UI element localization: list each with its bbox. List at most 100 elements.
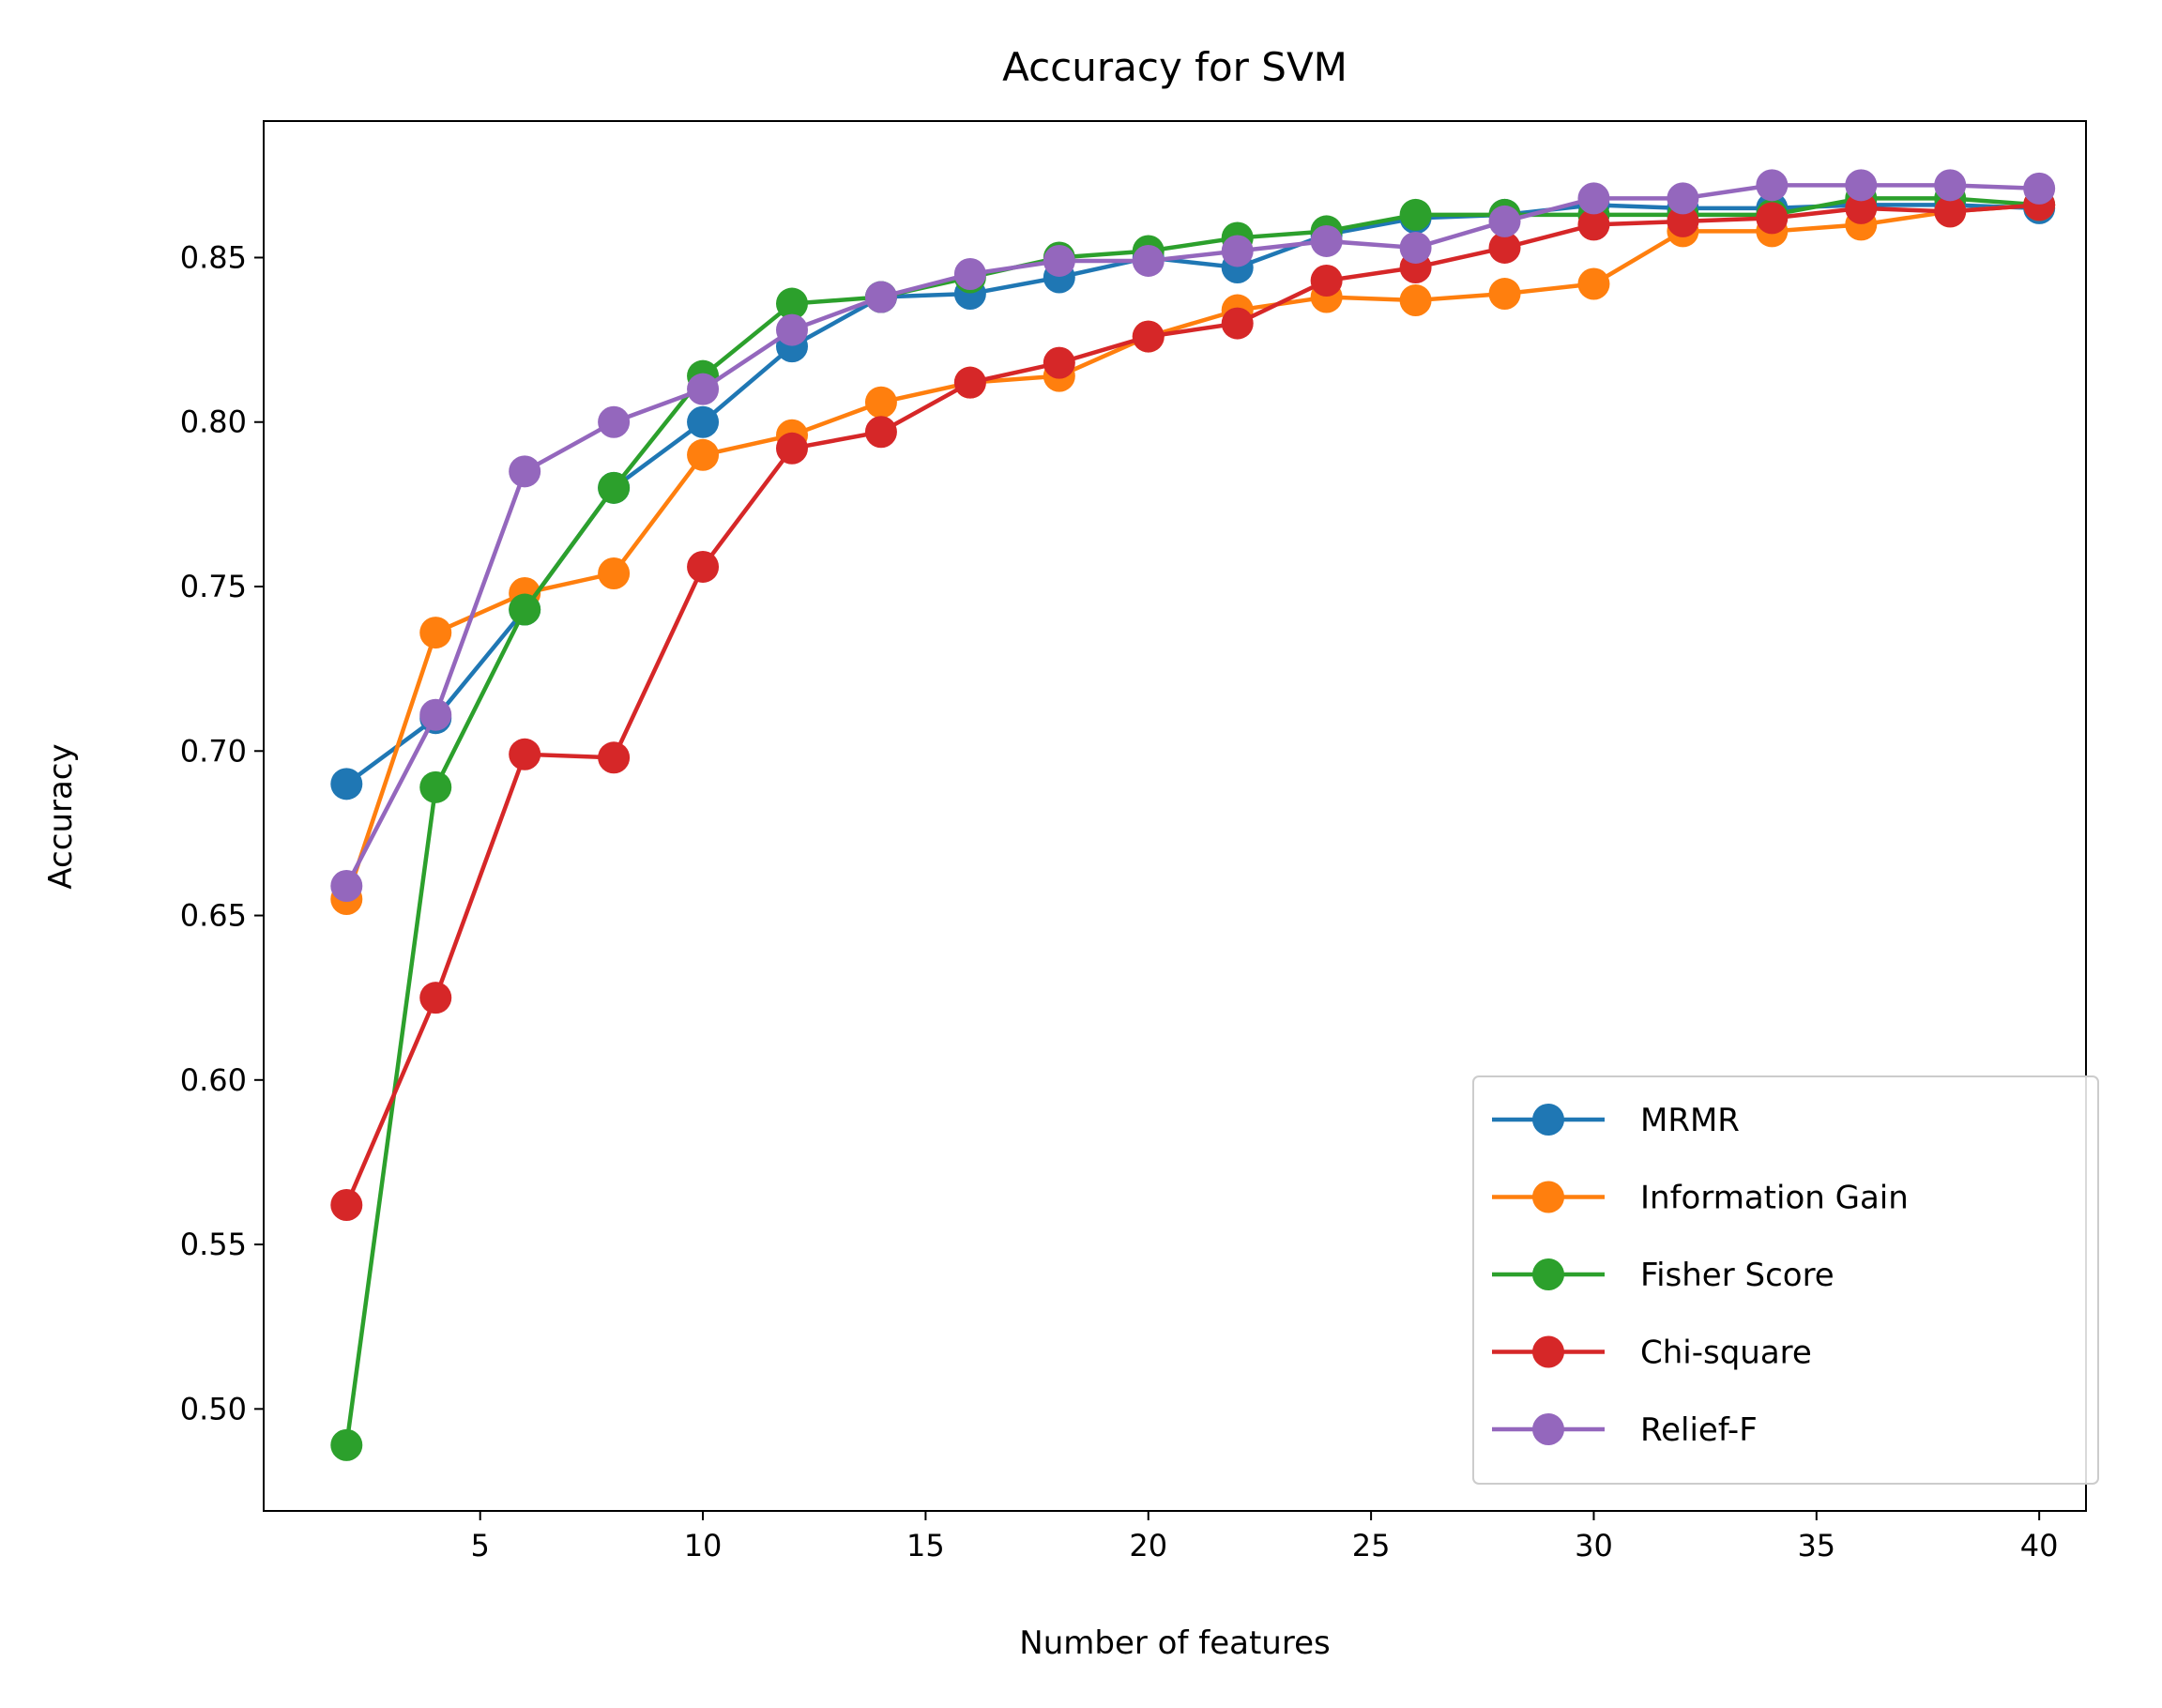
data-point	[1399, 231, 1432, 264]
x-tick-label: 25	[1352, 1528, 1391, 1563]
data-point	[1756, 202, 1789, 235]
legend-marker	[1532, 1258, 1564, 1290]
data-point	[687, 438, 720, 471]
legend-frame	[1472, 1075, 2099, 1485]
legend-marker	[1532, 1335, 1564, 1368]
data-point	[330, 869, 363, 902]
y-axis-label: Accuracy	[42, 743, 80, 889]
x-tick-label: 20	[1129, 1528, 1167, 1563]
data-point	[775, 432, 808, 465]
data-point	[419, 770, 452, 803]
data-point	[598, 741, 631, 774]
legend-marker	[1532, 1181, 1564, 1213]
x-axis-label: Number of features	[1019, 1624, 1330, 1662]
data-point	[509, 455, 541, 488]
x-tick-label: 30	[1575, 1528, 1613, 1563]
series-line	[344, 203, 2040, 900]
data-point	[1667, 205, 1699, 237]
y-tick-label: 0.55	[180, 1227, 247, 1262]
data-point	[1934, 169, 1967, 202]
data-point	[1845, 191, 1878, 224]
legend-marker	[1532, 1104, 1564, 1136]
data-point	[419, 982, 452, 1014]
data-point	[1845, 169, 1878, 202]
y-tick-label: 0.65	[180, 898, 247, 934]
data-point	[1310, 265, 1343, 297]
legend: MRMR Information Gain Fisher Score Chi-squa…	[1472, 1075, 2099, 1485]
data-point	[330, 768, 363, 801]
data-point	[1488, 231, 1521, 264]
x-axis: 5 10 15 20 25 30 35 40	[471, 1511, 2059, 1563]
data-point	[687, 373, 720, 405]
x-tick-label: 35	[1797, 1528, 1835, 1563]
data-point	[864, 281, 897, 313]
data-point	[864, 416, 897, 449]
series-chi-square	[330, 189, 2056, 1222]
data-point	[1577, 208, 1610, 241]
data-point	[1043, 346, 1075, 379]
data-point	[1221, 235, 1254, 267]
data-point	[1399, 284, 1432, 317]
data-point	[864, 386, 897, 419]
data-point	[1934, 195, 1967, 228]
legend-item: Chi-square	[1492, 1334, 1812, 1372]
data-point	[1310, 224, 1343, 257]
data-point	[419, 698, 452, 731]
series-information-gain	[330, 189, 2056, 916]
data-point	[598, 471, 631, 504]
data-point	[330, 1428, 363, 1461]
y-tick-label: 0.85	[180, 239, 247, 275]
data-point	[775, 313, 808, 346]
data-point	[1132, 320, 1165, 353]
data-point	[509, 738, 541, 770]
y-tick-label: 0.80	[180, 404, 247, 440]
series-line	[344, 203, 2040, 1206]
plot-area	[330, 169, 2056, 1461]
series-line	[344, 183, 2040, 888]
y-axis: 0.50 0.55 0.60 0.65 0.70 0.75 0.80 0.85	[180, 239, 264, 1426]
y-tick-label: 0.70	[180, 733, 247, 769]
legend-label: Fisher Score	[1640, 1257, 1835, 1294]
legend-label: MRMR	[1640, 1102, 1740, 1139]
legend-label: Relief-F	[1640, 1411, 1758, 1449]
data-point	[598, 557, 631, 589]
data-point	[598, 405, 631, 438]
data-point	[509, 593, 541, 626]
data-point	[1132, 244, 1165, 277]
data-point	[1577, 182, 1610, 215]
x-tick-label: 40	[2020, 1528, 2059, 1563]
y-tick-label: 0.50	[180, 1391, 247, 1426]
x-tick-label: 10	[684, 1528, 723, 1563]
legend-label: Chi-square	[1640, 1334, 1812, 1372]
data-point	[1221, 307, 1254, 340]
data-point	[419, 617, 452, 649]
y-tick-label: 0.60	[180, 1062, 247, 1098]
data-point	[1488, 205, 1521, 237]
chart-title: Accuracy for SVM	[1002, 44, 1347, 90]
legend-item: Fisher Score	[1492, 1257, 1835, 1294]
data-point	[2023, 172, 2056, 205]
data-point	[687, 550, 720, 583]
axes-frame	[263, 120, 2087, 1512]
legend-item: Relief-F	[1492, 1411, 1758, 1449]
legend-item: Information Gain	[1492, 1180, 1909, 1217]
legend-item: MRMR	[1492, 1102, 1740, 1139]
legend-marker	[1532, 1413, 1564, 1445]
data-point	[1667, 182, 1699, 215]
x-tick-label: 15	[906, 1528, 945, 1563]
legend-label: Information Gain	[1640, 1180, 1909, 1217]
data-point	[1043, 244, 1075, 277]
data-point	[330, 1189, 363, 1222]
data-point	[775, 287, 808, 320]
data-point	[687, 405, 720, 438]
data-point	[953, 366, 986, 399]
series-relief-f	[330, 169, 2056, 902]
y-tick-label: 0.75	[180, 569, 247, 604]
data-point	[1577, 267, 1610, 300]
data-point	[1399, 198, 1432, 231]
data-point	[1756, 169, 1789, 202]
series-mrmr	[330, 189, 2056, 801]
data-point	[1488, 278, 1521, 311]
data-point	[953, 257, 986, 290]
